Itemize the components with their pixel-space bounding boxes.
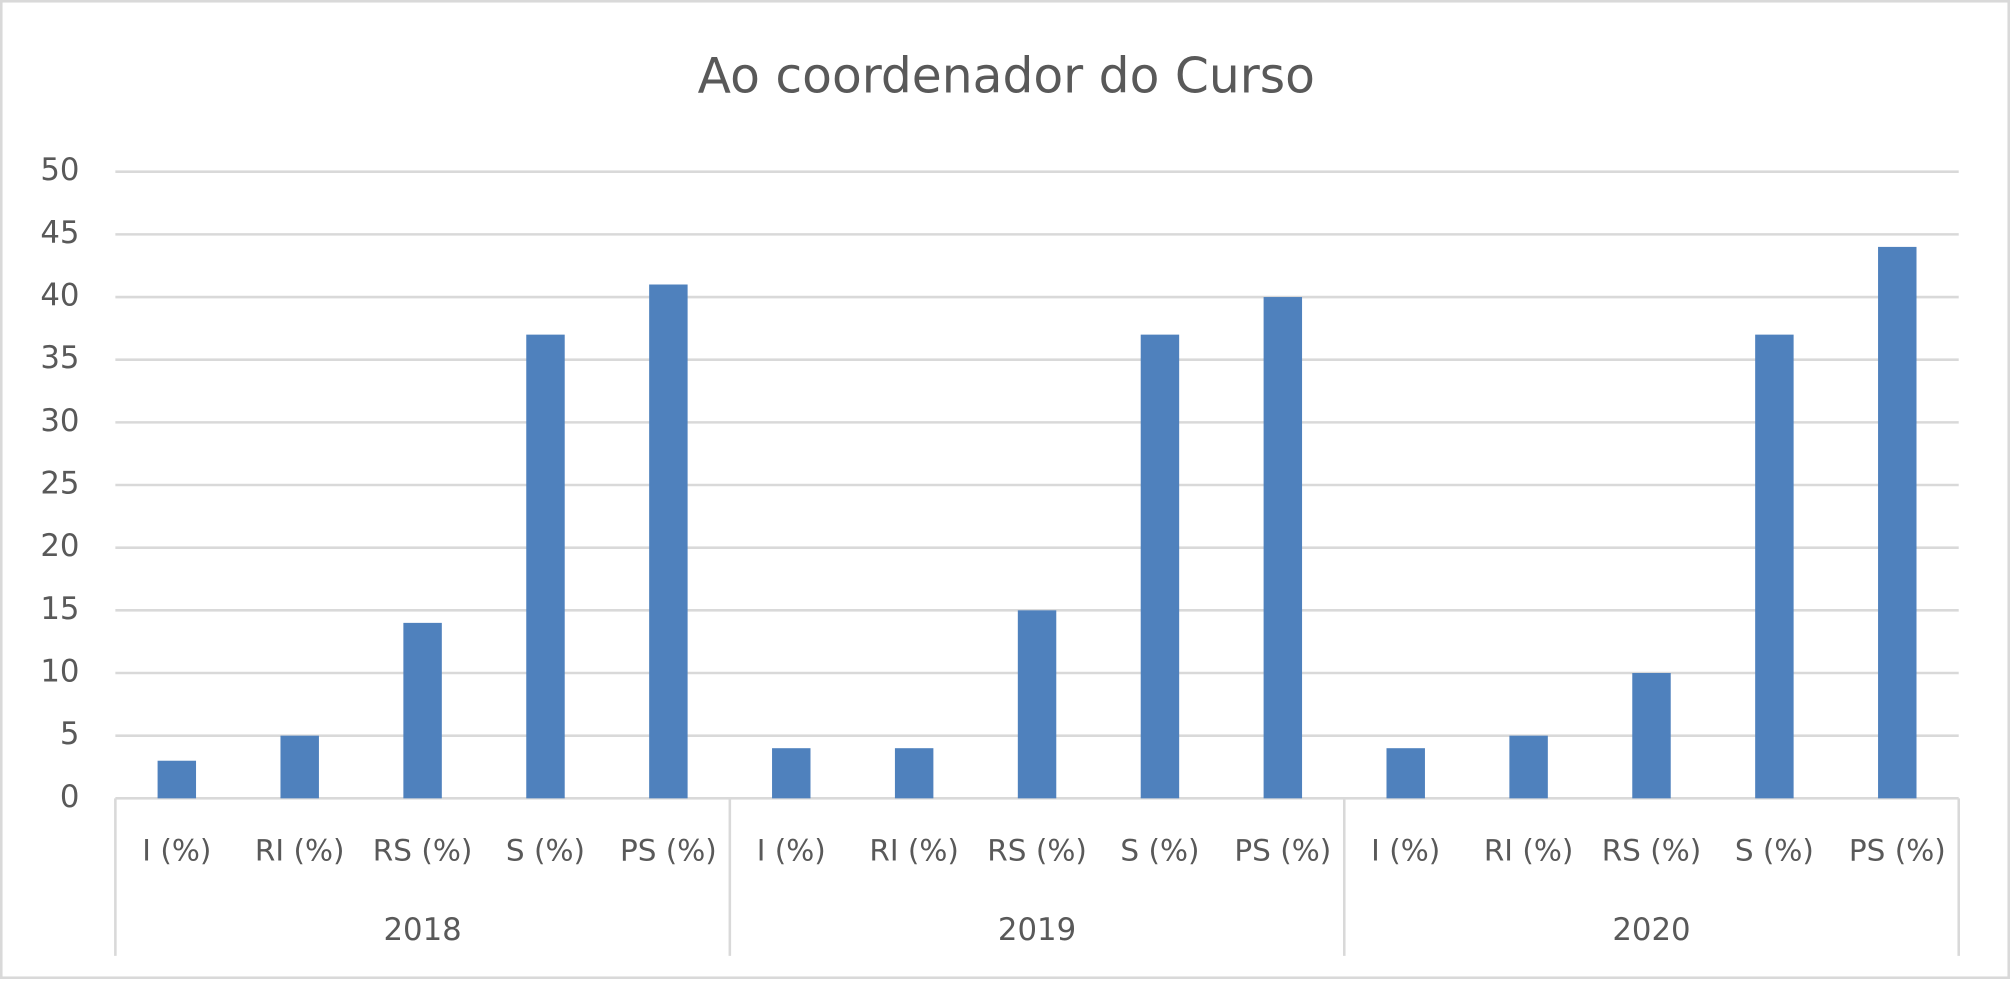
group-label: 2019 [998,912,1076,948]
group-label: 2018 [383,912,461,948]
x-tick-label: PS (%) [620,834,717,868]
chart-title: Ao coordenador do Curso [698,48,1315,104]
x-tick-label: I (%) [142,834,211,868]
bar [894,748,934,799]
x-tick-label: PS (%) [1234,834,1331,868]
x-tick-label: S (%) [506,834,585,868]
x-tick-label: RS (%) [987,834,1087,868]
x-tick-label: PS (%) [1849,834,1946,868]
y-tick-label: 10 [40,654,79,690]
bar [1263,297,1303,799]
x-tick-label: RI (%) [869,834,959,868]
bar [526,334,565,799]
y-tick-label: 40 [40,278,79,314]
bar [1509,735,1548,799]
bar [1386,748,1425,799]
y-tick-label: 20 [40,528,79,564]
x-tick-label: S (%) [1735,834,1814,868]
bar [1017,610,1057,799]
group-label: 2020 [1612,912,1690,948]
y-tick-label: 25 [40,466,79,502]
bar [280,735,319,799]
x-tick-label: I (%) [1371,834,1440,868]
bar [649,284,688,799]
x-tick-label: RS (%) [1602,834,1702,868]
y-tick-label: 35 [40,340,79,376]
bar [1755,334,1794,799]
y-tick-label: 45 [40,215,79,251]
x-tick-label: I (%) [757,834,826,868]
y-tick-label: 30 [40,403,79,439]
bar [1632,672,1671,799]
x-tick-label: S (%) [1120,834,1199,868]
x-tick-label: RI (%) [1484,834,1574,868]
y-tick-label: 0 [60,779,80,815]
x-tick-label: RS (%) [373,834,473,868]
bar [1878,246,1917,799]
bar [1140,334,1180,799]
y-tick-label: 5 [60,716,80,752]
bar [772,748,811,799]
bar [403,622,442,799]
x-tick-label: RI (%) [255,834,345,868]
y-tick-label: 15 [40,591,79,627]
y-tick-label: 50 [40,152,79,188]
bar [157,760,197,799]
